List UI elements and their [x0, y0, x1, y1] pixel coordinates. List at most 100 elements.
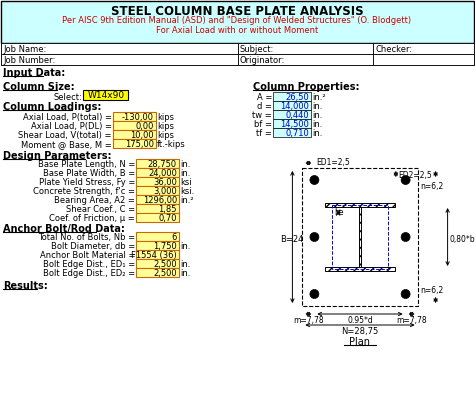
Text: ksi: ksi: [180, 178, 191, 187]
Text: 0,440: 0,440: [285, 111, 309, 120]
Text: in.²: in.²: [180, 196, 194, 205]
Text: Bolt Diameter, db =: Bolt Diameter, db =: [51, 242, 135, 251]
Bar: [136, 213, 179, 221]
Bar: [136, 204, 179, 213]
Text: Column Loadings:: Column Loadings:: [3, 102, 101, 112]
Bar: [273, 101, 311, 110]
Text: Plate Yield Stress, Fy =: Plate Yield Stress, Fy =: [38, 178, 135, 187]
Text: 36,00: 36,00: [153, 178, 177, 187]
Text: 0,710: 0,710: [285, 129, 309, 138]
Bar: [113, 130, 156, 139]
Circle shape: [401, 233, 410, 241]
Bar: [1, 54, 238, 65]
Text: 1,750: 1,750: [153, 242, 177, 251]
Text: in.: in.: [312, 102, 323, 111]
Text: 26,50: 26,50: [285, 93, 309, 102]
Text: Moment @ Base, M =: Moment @ Base, M =: [21, 140, 112, 149]
Text: 0,70: 0,70: [159, 214, 177, 223]
Text: Axial Load, P(DL) =: Axial Load, P(DL) =: [31, 122, 112, 131]
Text: Total No. of Bolts, Nb =: Total No. of Bolts, Nb =: [38, 233, 135, 242]
Bar: [136, 268, 179, 276]
Text: Bolt Edge Dist., ED₁ =: Bolt Edge Dist., ED₁ =: [43, 260, 135, 269]
Bar: [373, 54, 474, 65]
Circle shape: [401, 176, 410, 184]
Text: 6: 6: [171, 233, 177, 242]
Text: 14,000: 14,000: [280, 102, 309, 111]
Text: Job Name:: Job Name:: [3, 45, 46, 54]
Bar: [238, 54, 373, 65]
Text: m=7,78: m=7,78: [396, 316, 427, 325]
Text: -130,00: -130,00: [122, 113, 154, 122]
Text: bf =: bf =: [254, 120, 272, 129]
Bar: [273, 92, 311, 100]
Text: Subject:: Subject:: [240, 45, 274, 54]
Circle shape: [401, 289, 410, 299]
Text: in.: in.: [312, 129, 323, 138]
Text: 0.95*d: 0.95*d: [347, 316, 373, 325]
Text: ksi.: ksi.: [180, 187, 194, 196]
Bar: [1, 43, 238, 54]
Text: Base Plate Width, B =: Base Plate Width, B =: [43, 169, 135, 178]
Text: For Axial Load with or without Moment: For Axial Load with or without Moment: [156, 26, 318, 35]
Text: STEEL COLUMN BASE PLATE ANALYSIS: STEEL COLUMN BASE PLATE ANALYSIS: [111, 5, 363, 18]
Text: ED1=2,5: ED1=2,5: [316, 158, 350, 167]
Text: A =: A =: [256, 93, 272, 102]
Text: 0,00: 0,00: [136, 122, 154, 131]
Text: Results:: Results:: [3, 281, 48, 291]
Bar: [136, 195, 179, 204]
Text: Input Data:: Input Data:: [3, 68, 65, 78]
Text: 28,750: 28,750: [148, 160, 177, 169]
Text: Plan: Plan: [350, 337, 370, 347]
Bar: [1, 1, 474, 43]
Text: Shear Coef., C =: Shear Coef., C =: [66, 205, 135, 214]
Text: in.: in.: [312, 111, 323, 120]
Text: 3,000: 3,000: [153, 187, 177, 196]
Text: Bearing Area, A2 =: Bearing Area, A2 =: [54, 196, 135, 205]
Text: kips: kips: [157, 122, 174, 131]
Text: in.: in.: [180, 260, 190, 269]
Bar: [136, 250, 179, 258]
Text: 0,80*bf: 0,80*bf: [450, 235, 475, 244]
Text: in.: in.: [180, 269, 190, 278]
Text: Column Properties:: Column Properties:: [253, 82, 360, 92]
Text: B=24: B=24: [280, 235, 304, 244]
Bar: [238, 43, 373, 54]
Text: in.²: in.²: [312, 93, 326, 102]
Text: Anchor Bolt/Rod Data:: Anchor Bolt/Rod Data:: [3, 224, 125, 234]
Text: in.: in.: [180, 169, 190, 178]
Text: 2,500: 2,500: [153, 269, 177, 278]
Bar: [136, 259, 179, 268]
Text: 1296,00: 1296,00: [143, 196, 177, 205]
Text: 2,500: 2,500: [153, 260, 177, 269]
Text: tw =: tw =: [252, 111, 272, 120]
Bar: [325, 203, 395, 207]
Bar: [136, 168, 179, 176]
Text: Originator:: Originator:: [240, 56, 285, 65]
Text: ED2=2,5: ED2=2,5: [398, 171, 432, 180]
Circle shape: [310, 176, 319, 184]
Text: F1554 (36): F1554 (36): [131, 251, 177, 260]
Text: in.: in.: [312, 120, 323, 129]
Text: d =: d =: [257, 102, 272, 111]
Circle shape: [310, 233, 319, 241]
Text: m=7,78: m=7,78: [293, 316, 323, 325]
Text: Select:: Select:: [53, 93, 82, 102]
Text: n=6,2: n=6,2: [420, 286, 444, 295]
Text: 10,00: 10,00: [130, 131, 154, 140]
Bar: [273, 119, 311, 128]
Bar: [136, 232, 179, 241]
Text: in.: in.: [180, 160, 190, 169]
Text: Checker:: Checker:: [375, 45, 412, 54]
Text: Job Number:: Job Number:: [3, 56, 55, 65]
Bar: [83, 90, 128, 100]
Text: kips: kips: [157, 131, 174, 140]
Text: Coef. of Friction, μ =: Coef. of Friction, μ =: [49, 214, 135, 223]
Bar: [136, 241, 179, 249]
Text: in.: in.: [180, 242, 190, 251]
Text: Column Size:: Column Size:: [3, 82, 75, 92]
Text: be: be: [334, 208, 343, 217]
Text: 24,000: 24,000: [148, 169, 177, 178]
Bar: [136, 159, 179, 168]
Bar: [113, 139, 156, 147]
Text: Per AISC 9th Edition Manual (ASD) and "Design of Welded Structures" (O. Blodgett: Per AISC 9th Edition Manual (ASD) and "D…: [62, 16, 411, 25]
